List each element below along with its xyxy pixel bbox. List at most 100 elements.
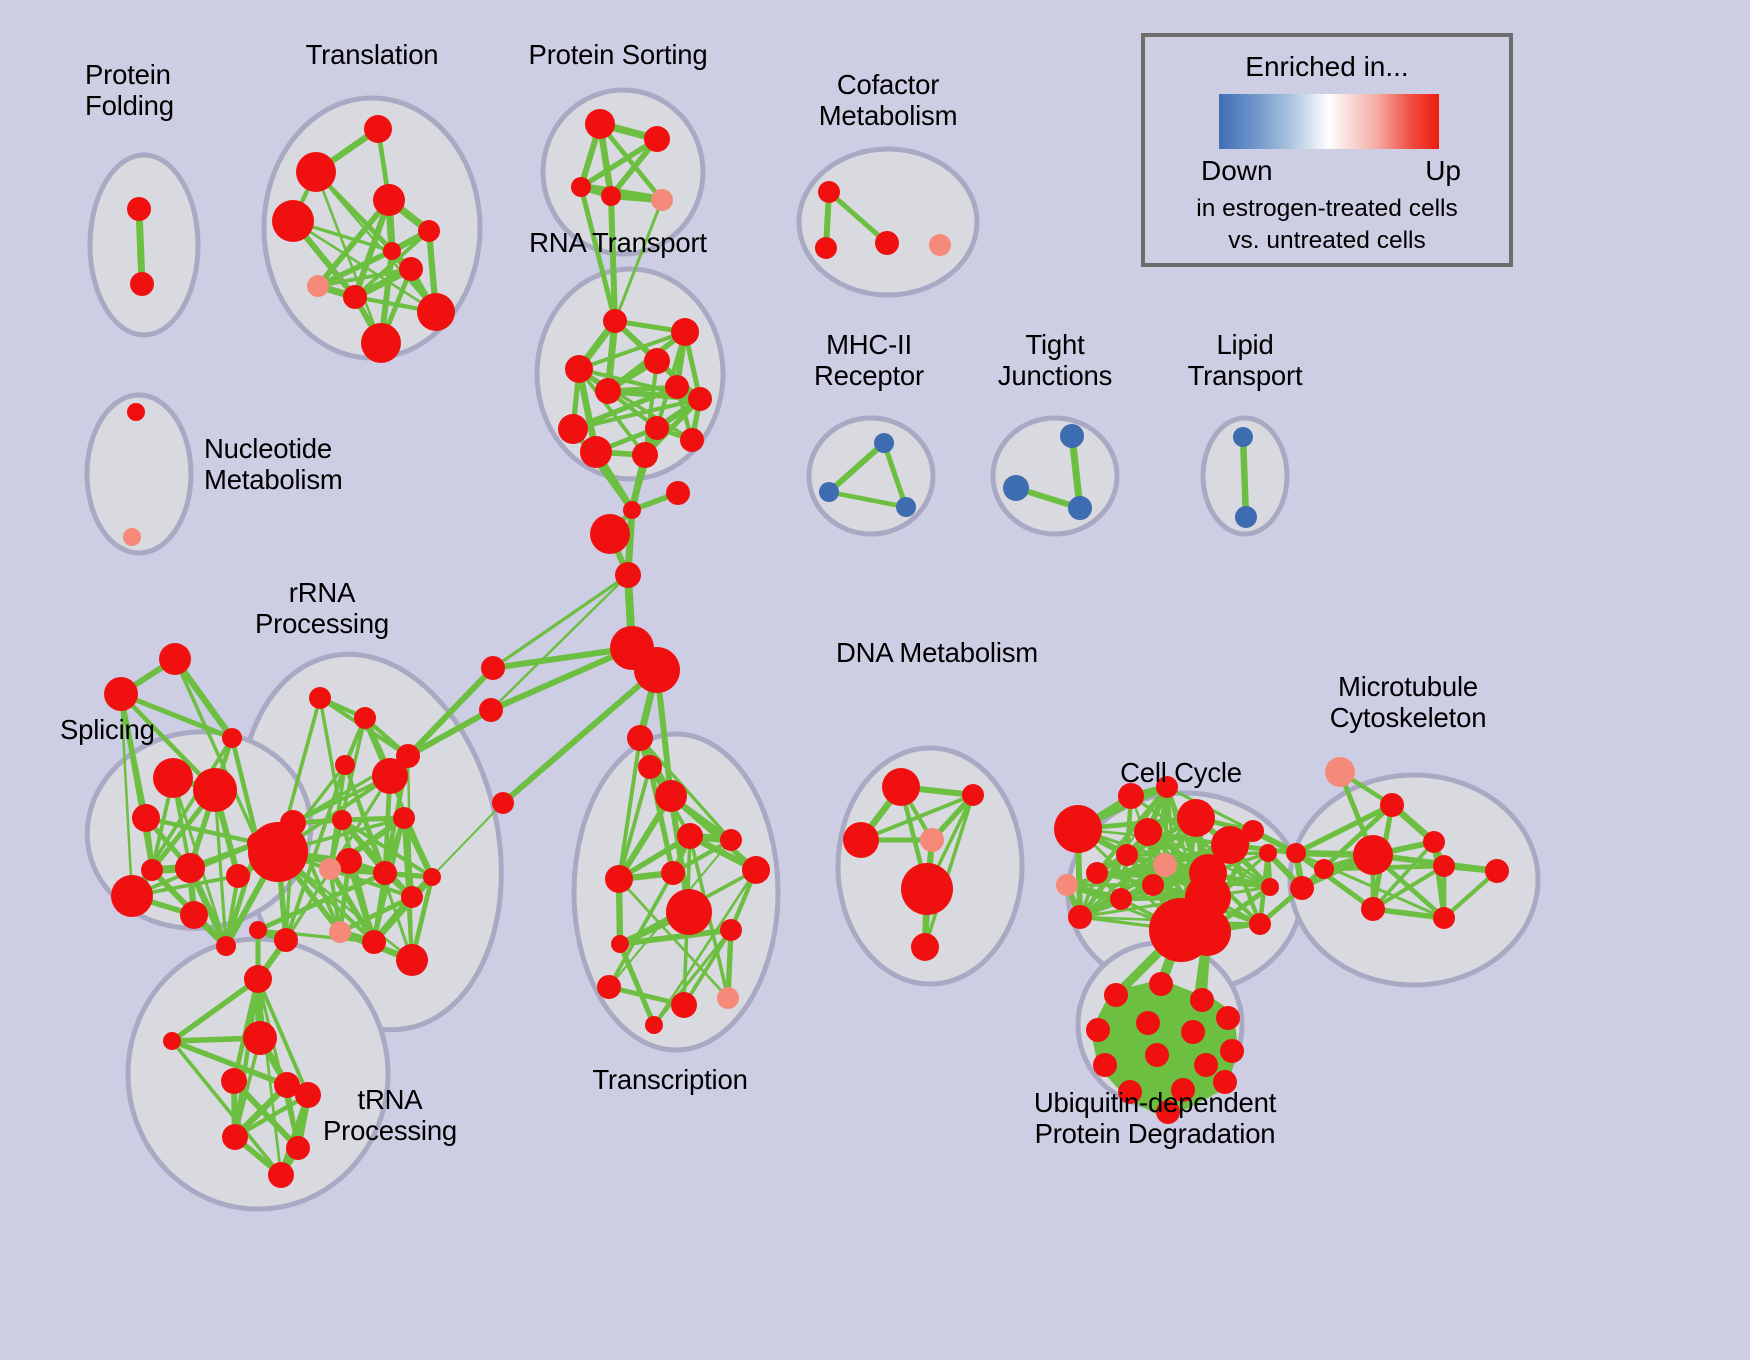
network-node-rna-transport[interactable] [603, 309, 627, 333]
network-node-spine[interactable] [615, 562, 641, 588]
network-node-microtubule[interactable] [1314, 859, 1334, 879]
network-node-splicing[interactable] [153, 758, 193, 798]
network-node-microtubule[interactable] [1485, 859, 1509, 883]
network-node-spine[interactable] [479, 698, 503, 722]
network-node-cofactor[interactable] [818, 181, 840, 203]
network-node-rrna-processing[interactable] [362, 930, 386, 954]
network-node-dna-metabolism[interactable] [920, 828, 944, 852]
network-node-trna-processing[interactable] [295, 1082, 321, 1108]
network-node-ubiquitin[interactable] [1171, 1078, 1195, 1102]
network-node-tight-junctions[interactable] [1068, 496, 1092, 520]
network-node-translation[interactable] [343, 285, 367, 309]
network-node-protein-folding[interactable] [127, 197, 151, 221]
network-node-ubiquitin[interactable] [1181, 1020, 1205, 1044]
network-node-tight-junctions[interactable] [1060, 424, 1084, 448]
network-node-trna-processing[interactable] [163, 1032, 181, 1050]
network-node-cell-cycle[interactable] [1259, 844, 1277, 862]
network-node-lipid-transport[interactable] [1233, 427, 1253, 447]
network-node-ubiquitin[interactable] [1213, 1070, 1237, 1094]
network-node-transcription[interactable] [611, 935, 629, 953]
network-node-spine[interactable] [481, 656, 505, 680]
network-node-cell-cycle[interactable] [1116, 844, 1138, 866]
network-node-splicing[interactable] [111, 875, 153, 917]
network-node-translation[interactable] [399, 257, 423, 281]
network-node-rna-transport[interactable] [645, 416, 669, 440]
network-node-transcription[interactable] [720, 829, 742, 851]
network-node-rrna-processing[interactable] [396, 744, 420, 768]
network-node-spine[interactable] [590, 514, 630, 554]
network-node-ubiquitin[interactable] [1093, 1053, 1117, 1077]
network-node-transcription[interactable] [677, 823, 703, 849]
network-node-rna-transport[interactable] [665, 375, 689, 399]
network-node-splicing[interactable] [141, 859, 163, 881]
network-node-cell-cycle[interactable] [1183, 908, 1231, 956]
network-node-rrna-processing[interactable] [393, 807, 415, 829]
network-node-protein-sorting[interactable] [644, 126, 670, 152]
network-node-trna-processing[interactable] [286, 1136, 310, 1160]
network-node-trna-processing[interactable] [274, 1072, 300, 1098]
network-node-rrna-processing[interactable] [373, 861, 397, 885]
network-node-mhc-ii[interactable] [896, 497, 916, 517]
network-node-dna-metabolism[interactable] [843, 822, 879, 858]
network-node-rrna-processing[interactable] [372, 758, 408, 794]
network-node-protein-sorting[interactable] [601, 186, 621, 206]
network-node-nucleotide[interactable] [127, 403, 145, 421]
network-node-rrna-processing[interactable] [354, 707, 376, 729]
network-node-trna-processing[interactable] [268, 1162, 294, 1188]
network-node-trna-processing[interactable] [243, 1021, 277, 1055]
network-node-cell-cycle[interactable] [1261, 878, 1279, 896]
network-node-translation[interactable] [361, 323, 401, 363]
network-node-transcription[interactable] [742, 856, 770, 884]
network-node-cell-cycle[interactable] [1110, 888, 1132, 910]
network-node-rna-transport[interactable] [671, 318, 699, 346]
network-node-microtubule[interactable] [1433, 855, 1455, 877]
network-node-rrna-processing[interactable] [274, 928, 298, 952]
network-node-transcription[interactable] [720, 919, 742, 941]
network-node-trna-processing[interactable] [244, 965, 272, 993]
network-node-ubiquitin[interactable] [1136, 1011, 1160, 1035]
network-node-ubiquitin[interactable] [1220, 1039, 1244, 1063]
network-node-mhc-ii[interactable] [874, 433, 894, 453]
network-node-splicing[interactable] [132, 804, 160, 832]
network-node-spine[interactable] [623, 501, 641, 519]
network-node-rna-transport[interactable] [632, 442, 658, 468]
network-node-transcription[interactable] [638, 755, 662, 779]
network-node-rrna-processing[interactable] [396, 944, 428, 976]
network-node-cell-cycle[interactable] [1249, 913, 1271, 935]
network-node-splicing[interactable] [180, 901, 208, 929]
network-node-cell-cycle[interactable] [1086, 862, 1108, 884]
network-node-cell-cycle[interactable] [1118, 783, 1144, 809]
network-node-splicing[interactable] [193, 768, 237, 812]
network-node-translation[interactable] [272, 200, 314, 242]
network-node-rrna-processing[interactable] [248, 822, 308, 882]
network-node-cell-cycle[interactable] [1068, 905, 1092, 929]
network-node-translation[interactable] [307, 275, 329, 297]
network-node-tight-junctions[interactable] [1003, 475, 1029, 501]
network-node-transcription[interactable] [661, 861, 685, 885]
network-node-microtubule[interactable] [1380, 793, 1404, 817]
network-node-ubiquitin[interactable] [1086, 1018, 1110, 1042]
network-node-dna-metabolism[interactable] [901, 863, 953, 915]
network-node-protein-sorting[interactable] [571, 177, 591, 197]
network-node-microtubule[interactable] [1423, 831, 1445, 853]
network-node-transcription[interactable] [627, 725, 653, 751]
network-node-microtubule[interactable] [1353, 835, 1393, 875]
network-node-rrna-processing[interactable] [309, 687, 331, 709]
network-node-transcription[interactable] [645, 1016, 663, 1034]
network-node-transcription[interactable] [655, 780, 687, 812]
network-node-cofactor[interactable] [929, 234, 951, 256]
network-node-transcription[interactable] [717, 987, 739, 1009]
network-node-splicing[interactable] [226, 864, 250, 888]
network-node-transcription[interactable] [666, 889, 712, 935]
network-node-microtubule[interactable] [1325, 757, 1355, 787]
network-node-dna-metabolism[interactable] [882, 768, 920, 806]
network-node-nucleotide[interactable] [123, 528, 141, 546]
network-node-rna-transport[interactable] [558, 414, 588, 444]
network-node-protein-folding[interactable] [130, 272, 154, 296]
network-node-ubiquitin[interactable] [1145, 1043, 1169, 1067]
network-node-cell-cycle[interactable] [1153, 853, 1177, 877]
network-node-spine[interactable] [666, 481, 690, 505]
network-node-rna-transport[interactable] [680, 428, 704, 452]
network-node-ubiquitin[interactable] [1156, 1100, 1180, 1124]
network-node-rrna-processing[interactable] [336, 848, 362, 874]
